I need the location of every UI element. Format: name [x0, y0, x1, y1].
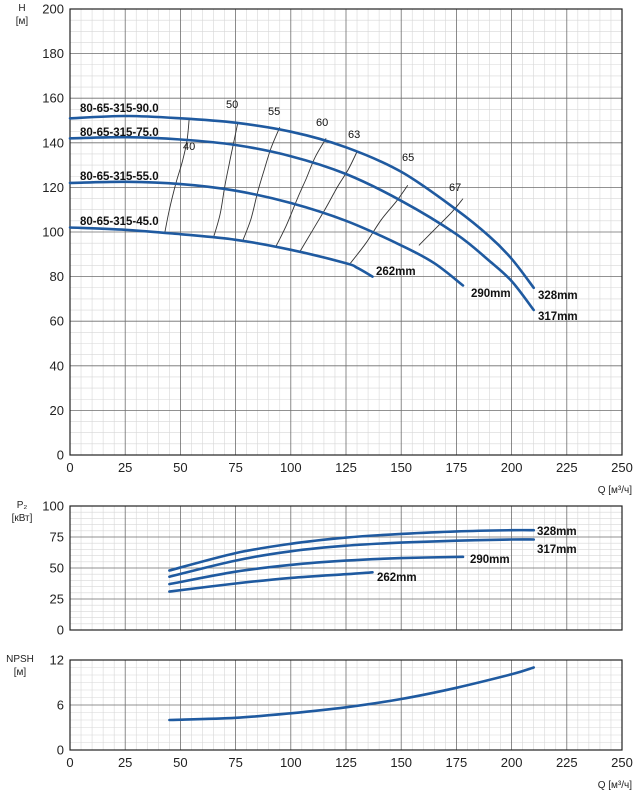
y-tick-label: 12	[50, 653, 64, 668]
efficiency-line-67	[418, 198, 464, 246]
y-tick-label: 80	[50, 269, 64, 284]
y-tick-label: 0	[57, 623, 64, 638]
efficiency-line-63	[299, 151, 358, 253]
npsh-curve-panel: 0 6 12 0 25 50 75 100 125 150 175 200 225 250 NPSH [м] Q…	[6, 653, 633, 792]
efficiency-line-60	[274, 138, 327, 248]
efficiency-line-55	[241, 127, 281, 243]
x-tick-label: 225	[556, 460, 578, 475]
x-tick-label: 175	[446, 755, 468, 770]
head-curve-328mm	[68, 114, 535, 290]
y-axis-label: [м]	[16, 16, 29, 27]
impeller-diameter-label: 328mm	[537, 526, 577, 538]
impeller-diameter-label: 317mm	[538, 311, 578, 323]
impeller-diameter-label: 290mm	[470, 554, 510, 566]
power-curve-290mm	[168, 555, 465, 586]
y-tick-label: 0	[57, 448, 64, 463]
y-tick-label: 6	[57, 698, 64, 713]
y-tick-label: 60	[50, 314, 64, 329]
x-tick-label: 250	[611, 755, 633, 770]
efficiency-label-50: 50	[226, 99, 238, 111]
efficiency-label-65: 65	[402, 152, 414, 164]
head-curve-290mm	[68, 180, 465, 287]
plot-frame	[69, 8, 623, 456]
npsh-curve	[168, 666, 535, 722]
y-tick-label: 100	[42, 225, 64, 240]
y-tick-label: 20	[50, 403, 64, 418]
x-tick-label: 125	[335, 755, 357, 770]
x-tick-label: 225	[556, 755, 578, 770]
series-name-label: 80-65-315-90.0	[80, 103, 159, 115]
x-tick-label: 150	[390, 755, 412, 770]
y-axis-label: H	[18, 3, 25, 14]
grid-lines	[69, 659, 623, 751]
y-tick-label: 75	[50, 530, 64, 545]
x-tick-label: 200	[501, 460, 523, 475]
power-curve-317mm	[168, 538, 535, 578]
x-tick-label: 25	[118, 755, 132, 770]
impeller-diameter-label: 317mm	[537, 544, 577, 556]
power-curve-328mm	[168, 528, 535, 572]
x-tick-label: 100	[280, 460, 302, 475]
x-tick-label: 250	[611, 460, 633, 475]
impeller-diameter-label: 328mm	[538, 290, 578, 302]
y-tick-label: 50	[50, 561, 64, 576]
power-curve-panel: 0 25 50 75 100 P₂ [кВт] 328mm 317mm 290mm 262mm	[12, 499, 623, 638]
y-tick-label: 0	[57, 743, 64, 758]
y-axis-label: P₂	[17, 500, 28, 511]
y-axis-label: NPSH	[6, 654, 34, 665]
efficiency-line-50	[213, 122, 239, 238]
plot-frame	[69, 659, 623, 751]
series-name-label: 80-65-315-45.0	[80, 216, 159, 228]
efficiency-label-55: 55	[268, 106, 280, 118]
head-curve-panel: 0 20 40 60 80 100 120 140 160 180 200 0 25 50 75 100 125…	[16, 2, 633, 497]
head-curve-262mm	[68, 226, 374, 278]
y-tick-label: 200	[42, 2, 64, 17]
y-axis-label: [м]	[14, 667, 27, 678]
x-tick-label: 75	[228, 755, 242, 770]
x-tick-label: 150	[390, 460, 412, 475]
efficiency-label-63: 63	[348, 129, 360, 141]
efficiency-label-60: 60	[316, 117, 328, 129]
x-tick-label: 0	[66, 755, 73, 770]
y-tick-label: 180	[42, 46, 64, 61]
series-name-label: 80-65-315-75.0	[80, 127, 159, 139]
x-tick-label: 125	[335, 460, 357, 475]
y-tick-label: 140	[42, 135, 64, 150]
impeller-diameter-label: 290mm	[471, 288, 511, 300]
x-tick-label: 50	[173, 755, 187, 770]
x-tick-label: 175	[446, 460, 468, 475]
x-tick-label: 0	[66, 460, 73, 475]
x-tick-label: 25	[118, 460, 132, 475]
impeller-diameter-label: 262mm	[377, 572, 417, 584]
plot-frame	[69, 505, 623, 631]
y-tick-label: 100	[42, 499, 64, 514]
y-tick-label: 40	[50, 358, 64, 373]
y-axis-label: [кВт]	[12, 513, 33, 524]
y-tick-label: 160	[42, 91, 64, 106]
series-name-label: 80-65-315-55.0	[80, 171, 159, 183]
efficiency-line-40	[164, 118, 190, 233]
x-tick-label: 100	[280, 755, 302, 770]
x-tick-label: 50	[173, 460, 187, 475]
power-curve-262mm	[168, 571, 374, 593]
y-tick-label: 25	[50, 592, 64, 607]
efficiency-line-65	[350, 184, 409, 264]
head-curve-317mm	[68, 135, 535, 312]
x-tick-label: 75	[228, 460, 242, 475]
x-axis-label: Q [м³/ч]	[598, 780, 633, 791]
x-axis-label: Q [м³/ч]	[598, 485, 633, 496]
efficiency-label-40: 40	[183, 141, 195, 153]
impeller-diameter-label: 262mm	[376, 266, 416, 278]
y-tick-label: 120	[42, 180, 64, 195]
x-tick-label: 200	[501, 755, 523, 770]
grid-lines	[69, 505, 623, 631]
efficiency-label-67: 67	[449, 182, 461, 194]
